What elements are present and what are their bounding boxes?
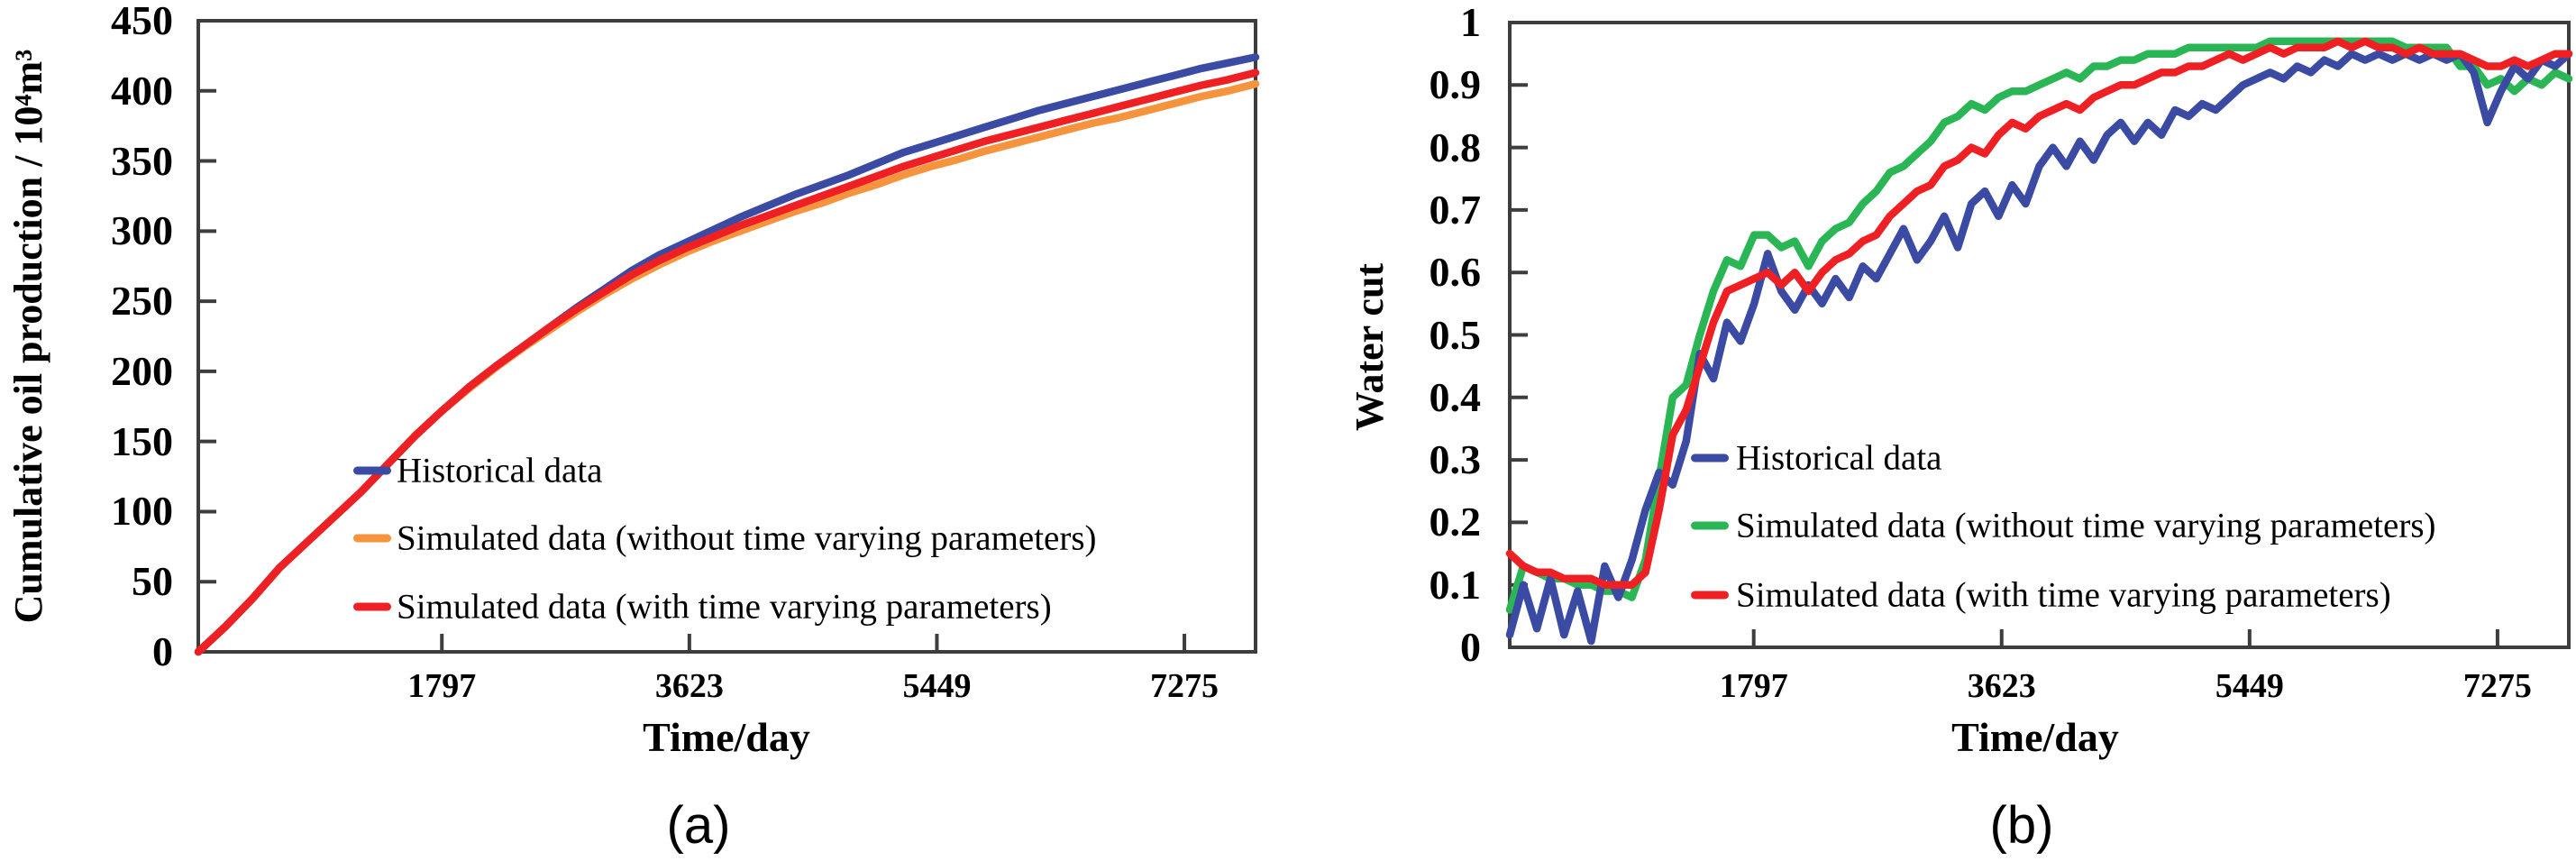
y-tick-label-a: 300 [111, 207, 173, 254]
y-tick-label-a: 0 [152, 628, 173, 674]
y-tick-label-a: 450 [111, 0, 173, 43]
x-axis-title-a: Time/day [643, 714, 810, 760]
y-tick-label-a: 150 [111, 417, 173, 464]
series-line-a-1 [194, 79, 1260, 656]
plot-border-a [196, 19, 1257, 654]
series-line-a-2 [194, 69, 1260, 656]
y-tick-label-b: 0.3 [1429, 436, 1482, 483]
x-tick-label-a: 1797 [407, 667, 477, 705]
legend-label-b-1: Simulated data (without time varying par… [1736, 506, 2436, 545]
caption-b: (b) [1989, 796, 2054, 855]
legend-swatch-b-0 [1691, 453, 1729, 463]
y-tick-label-b: 0.9 [1429, 61, 1482, 108]
y-tick-label-a: 250 [111, 278, 173, 325]
y-tick-label-b: 0.8 [1429, 124, 1482, 170]
legend-swatch-b-1 [1691, 521, 1729, 530]
legend-swatch-a-1 [353, 534, 391, 543]
y-tick-label-b: 0.1 [1429, 561, 1482, 608]
x-tick-label-b: 1797 [1719, 667, 1788, 705]
series-line-b-1 [1505, 37, 2573, 614]
x-tick-label-b: 5449 [2215, 667, 2284, 705]
x-tick-label-b: 7275 [2462, 667, 2532, 705]
y-tick-label-b: 1 [1460, 0, 1481, 45]
legend-label-a-2: Simulated data (with time varying parame… [397, 587, 1052, 627]
legend-swatch-b-2 [1691, 591, 1729, 600]
y-tick-label-a: 50 [132, 558, 173, 605]
y-tick-label-b: 0.7 [1429, 186, 1482, 233]
x-tick-label-a: 5449 [902, 667, 972, 705]
legend-label-b-2: Simulated data (with time varying parame… [1736, 575, 2391, 615]
y-tick-label-b: 0.4 [1429, 373, 1482, 420]
y-tick-label-b: 0.5 [1429, 311, 1482, 358]
series-line-b-2 [1505, 37, 2573, 589]
y-tick-label-b: 0 [1460, 624, 1481, 670]
y-tick-label-a: 100 [111, 488, 173, 535]
y-tick-label-a: 200 [111, 347, 173, 394]
y-tick-label-a: 400 [111, 67, 173, 114]
legend-swatch-a-0 [353, 466, 391, 475]
y-tick-label-b: 0.2 [1429, 499, 1482, 545]
plot-border-b [1508, 21, 2571, 649]
legend-label-b-0: Historical data [1736, 438, 1942, 478]
x-axis-title-b: Time/day [1951, 714, 2119, 760]
series-line-b-0 [1505, 50, 2573, 646]
y-tick-label-b: 0.6 [1429, 249, 1482, 296]
y-axis-title-a: Cumulative oil production / 10⁴m³ [6, 49, 50, 624]
x-tick-label-a: 3623 [654, 667, 724, 705]
legend-label-a-1: Simulated data (without time varying par… [397, 518, 1097, 558]
x-tick-label-b: 3623 [1967, 667, 2036, 705]
legend-label-a-0: Historical data [397, 451, 603, 490]
x-tick-label-a: 7275 [1150, 667, 1219, 705]
legend-swatch-a-2 [353, 602, 391, 611]
series-line-a-0 [194, 53, 1260, 656]
caption-a: (a) [666, 796, 731, 855]
y-tick-label-a: 350 [111, 137, 173, 184]
